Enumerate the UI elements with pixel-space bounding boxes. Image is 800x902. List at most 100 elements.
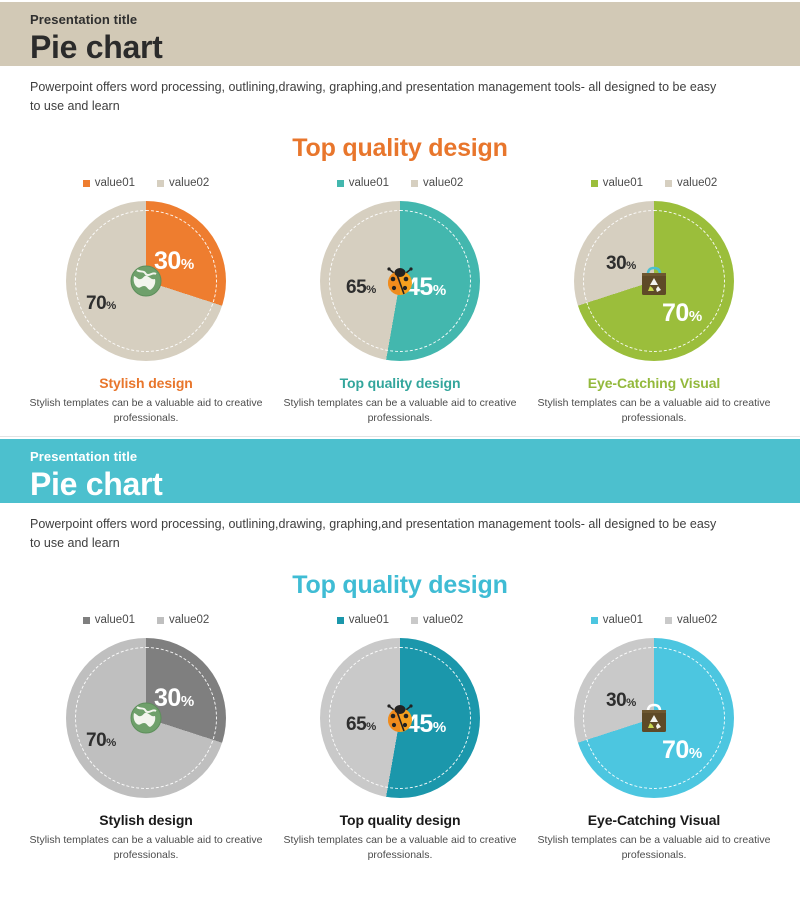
caption-title: Stylish design — [99, 375, 193, 391]
ladybug-icon — [383, 701, 417, 735]
legend-label: value01 — [94, 177, 135, 189]
pie-chart[interactable]: 45% 65% — [320, 638, 480, 798]
legend-swatch-icon — [82, 179, 90, 187]
pie-slice-value02-label: 70% — [86, 730, 116, 751]
legend-label: value01 — [348, 614, 389, 626]
globe-icon — [129, 264, 163, 298]
legend-swatch-icon — [157, 179, 164, 187]
chart-card-eye-catching-visual: value01 value02 70% 30% — [536, 614, 772, 863]
pie-slice-value01-label: 70% — [662, 299, 702, 327]
pie-chart[interactable]: 30% 70% — [66, 201, 226, 361]
chart-card-stylish-design: value01 value02 30% 70% — [28, 177, 264, 426]
globe-icon — [129, 701, 163, 735]
chart-legend: value01 value02 — [336, 614, 463, 626]
legend-swatch-icon — [411, 179, 418, 187]
pie-slice-value01-label: 70% — [662, 736, 702, 764]
legend-label: value01 — [348, 177, 389, 189]
legend-label: value02 — [423, 614, 464, 626]
chart-legend: value01 value02 — [590, 614, 717, 626]
legend-item-value01[interactable]: value01 — [82, 177, 135, 189]
chart-legend: value01 value02 — [82, 614, 209, 626]
pie-slice-value01-label: 30% — [154, 247, 194, 275]
legend-swatch-icon — [157, 616, 164, 624]
chart-caption: Eye-Catching Visual Stylish templates ca… — [536, 375, 772, 426]
chart-caption: Top quality design Stylish templates can… — [282, 375, 518, 426]
legend-item-value02[interactable]: value02 — [157, 177, 209, 189]
legend-item-value01[interactable]: value01 — [590, 177, 643, 189]
legend-label: value02 — [423, 177, 464, 189]
caption-body: Stylish templates can be a valuable aid … — [537, 834, 771, 861]
caption-body: Stylish templates can be a valuable aid … — [537, 397, 771, 424]
legend-swatch-icon — [82, 616, 90, 624]
legend-label: value01 — [94, 614, 135, 626]
pie-chart[interactable]: 70% 30% — [574, 638, 734, 798]
section-title: Top quality design — [292, 134, 508, 162]
header-eyebrow: Presentation title — [30, 12, 138, 27]
header-eyebrow: Presentation title — [30, 449, 138, 464]
recycle-bag-icon — [637, 264, 671, 298]
ladybug-icon — [383, 264, 417, 298]
legend-label: value02 — [169, 177, 210, 189]
legend-item-value02[interactable]: value02 — [411, 614, 463, 626]
intro-paragraph: Powerpoint offers word processing, outli… — [30, 517, 717, 550]
chart-legend: value01 value02 — [82, 177, 209, 189]
pie-chart[interactable]: 30% 70% — [66, 638, 226, 798]
legend-item-value01[interactable]: value01 — [590, 614, 643, 626]
legend-item-value01[interactable]: value01 — [336, 177, 389, 189]
legend-swatch-icon — [336, 616, 344, 624]
legend-label: value02 — [677, 177, 718, 189]
legend-label: value02 — [677, 614, 718, 626]
pie-slice-value02-label: 65% — [346, 277, 376, 298]
legend-label: value01 — [602, 177, 643, 189]
legend-swatch-icon — [665, 179, 672, 187]
caption-body: Stylish templates can be a valuable aid … — [29, 834, 263, 861]
legend-swatch-icon — [411, 616, 418, 624]
legend-swatch-icon — [590, 179, 598, 187]
chart-caption: Stylish design Stylish templates can be … — [28, 812, 264, 863]
section-divider — [0, 436, 800, 437]
slide-header-teal: Presentation title Pie chart — [0, 439, 800, 503]
caption-title: Top quality design — [339, 375, 461, 391]
header-title: Pie chart — [30, 29, 163, 65]
caption-body: Stylish templates can be a valuable aid … — [29, 397, 263, 424]
caption-title: Stylish design — [99, 812, 193, 828]
caption-title: Eye-Catching Visual — [587, 375, 721, 391]
legend-label: value01 — [602, 614, 643, 626]
caption-title: Top quality design — [339, 812, 461, 828]
pie-slice-value02-label: 30% — [606, 690, 636, 711]
intro-paragraph: Powerpoint offers word processing, outli… — [30, 80, 717, 113]
legend-swatch-icon — [665, 616, 672, 624]
caption-title: Eye-Catching Visual — [587, 812, 721, 828]
pie-slice-value02-label: 65% — [346, 714, 376, 735]
legend-swatch-icon — [590, 616, 598, 624]
legend-item-value02[interactable]: value02 — [157, 614, 209, 626]
chart-legend: value01 value02 — [590, 177, 717, 189]
caption-body: Stylish templates can be a valuable aid … — [283, 397, 517, 424]
chart-card-eye-catching-visual: value01 value02 70% 30% — [536, 177, 772, 426]
legend-item-value02[interactable]: value02 — [665, 614, 717, 626]
slide-header-beige: Presentation title Pie chart — [0, 2, 800, 66]
chart-legend: value01 value02 — [336, 177, 463, 189]
slide-beige: Presentation title Pie chart Powerpoint … — [0, 2, 800, 437]
legend-label: value02 — [169, 614, 210, 626]
pie-chart[interactable]: 45% 65% — [320, 201, 480, 361]
chart-caption: Stylish design Stylish templates can be … — [28, 375, 264, 426]
section-title: Top quality design — [292, 571, 508, 599]
chart-card-top-quality-design: value01 value02 45% 65% — [282, 614, 518, 863]
pie-slice-value01-label: 30% — [154, 684, 194, 712]
charts-row-1: value01 value02 30% 70% — [0, 163, 800, 426]
pie-slice-value02-label: 70% — [86, 293, 116, 314]
legend-item-value01[interactable]: value01 — [82, 614, 135, 626]
chart-card-stylish-design: value01 value02 30% 70% — [28, 614, 264, 863]
chart-card-top-quality-design: value01 value02 45% 65% — [282, 177, 518, 426]
legend-item-value02[interactable]: value02 — [665, 177, 717, 189]
caption-body: Stylish templates can be a valuable aid … — [283, 834, 517, 861]
pie-chart[interactable]: 70% 30% — [574, 201, 734, 361]
legend-item-value01[interactable]: value01 — [336, 614, 389, 626]
legend-swatch-icon — [336, 179, 344, 187]
legend-item-value02[interactable]: value02 — [411, 177, 463, 189]
charts-row-2: value01 value02 30% 70% — [0, 600, 800, 863]
header-title: Pie chart — [30, 466, 163, 502]
slide-teal: Presentation title Pie chart Powerpoint … — [0, 439, 800, 863]
chart-caption: Eye-Catching Visual Stylish templates ca… — [536, 812, 772, 863]
